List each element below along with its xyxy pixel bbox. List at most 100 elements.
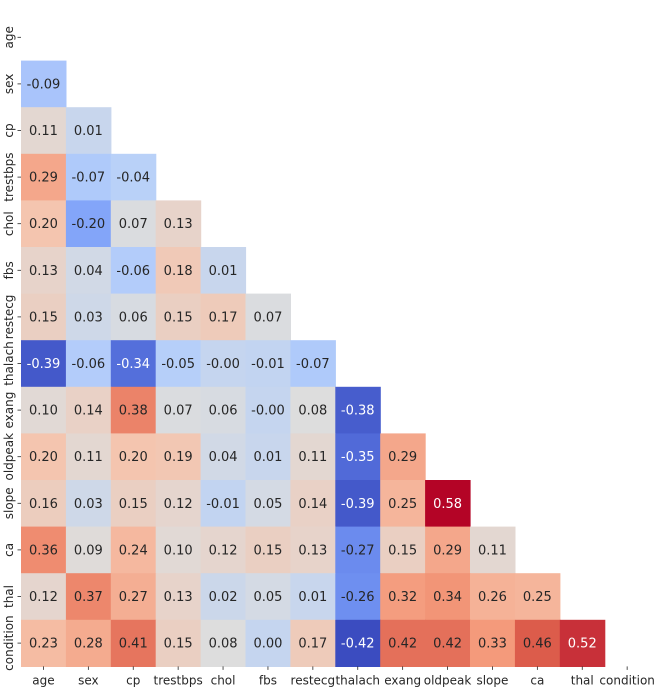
- heatmap-cell-oldpeak-chol: [200, 433, 247, 481]
- heatmap-value-slope-cp: 0.15: [119, 497, 148, 512]
- x-tick-label-exang: exang: [384, 673, 421, 687]
- heatmap-cell-oldpeak-trestbps: [155, 433, 202, 481]
- x-tick-label-oldpeak: oldpeak: [424, 673, 472, 687]
- heatmap-cell-slope-thalach: [335, 480, 381, 528]
- heatmap-value-slope-trestbps: 0.12: [164, 497, 193, 512]
- y-tick-label-cp: cp: [2, 123, 16, 137]
- heatmap-cell-ca-fbs: [245, 526, 291, 574]
- heatmap-cell-trestbps-sex: [65, 153, 112, 201]
- heatmap-cell-exang-restecg: [290, 386, 336, 434]
- heatmap-value-slope-age: 0.16: [29, 497, 58, 512]
- heatmap-cell-restecg-fbs: [245, 293, 291, 341]
- heatmap-cell-oldpeak-exang: [380, 433, 426, 481]
- heatmap-value-exang-restecg: 0.08: [298, 404, 327, 419]
- heatmap-value-ca-restecg: 0.13: [298, 543, 327, 558]
- heatmap-value-fbs-cp: -0.06: [116, 264, 150, 279]
- heatmap-value-trestbps-sex: -0.07: [72, 171, 106, 186]
- heatmap-value-exang-chol: 0.06: [209, 404, 238, 419]
- heatmap-cell-trestbps-cp: [110, 153, 157, 201]
- heatmap-cell-oldpeak-age: [21, 433, 67, 481]
- heatmap-value-condition-slope: 0.33: [478, 637, 507, 652]
- heatmap-value-fbs-trestbps: 0.18: [164, 264, 193, 279]
- heatmap-cell-ca-age: [21, 526, 67, 574]
- heatmap-cell-chol-cp: [110, 200, 157, 248]
- y-tick-label-fbs: fbs: [2, 261, 16, 279]
- heatmap-cell-thal-fbs: [245, 573, 291, 621]
- heatmap-cell-thalach-age: [21, 340, 67, 388]
- heatmap-cell-exang-thalach: [335, 386, 381, 434]
- heatmap-value-restecg-fbs: 0.07: [253, 310, 282, 325]
- heatmap-value-ca-oldpeak: 0.29: [433, 543, 462, 558]
- heatmap-cell-condition-exang: [380, 619, 426, 667]
- heatmap-value-slope-chol: -0.01: [206, 497, 240, 512]
- heatmap-value-oldpeak-age: 0.20: [29, 450, 58, 465]
- heatmap-value-thalach-restecg: -0.07: [296, 357, 330, 372]
- heatmap-cell-ca-exang: [380, 526, 426, 574]
- heatmap-value-slope-restecg: 0.14: [298, 497, 327, 512]
- heatmap-cell-ca-oldpeak: [425, 526, 471, 574]
- heatmap-cell-slope-exang: [380, 480, 426, 528]
- heatmap-value-ca-cp: 0.24: [119, 543, 148, 558]
- x-tick-label-condition: condition: [599, 673, 654, 687]
- heatmap-value-chol-age: 0.20: [29, 217, 58, 232]
- heatmap-value-thal-age: 0.12: [29, 590, 58, 605]
- heatmap-cell-condition-age: [21, 619, 67, 667]
- heatmap-cell-thal-oldpeak: [425, 573, 471, 621]
- heatmap-value-cp-age: 0.11: [29, 124, 58, 139]
- y-tick-label-ca: ca: [2, 543, 16, 557]
- heatmap-value-thalach-chol: -0.00: [206, 357, 240, 372]
- heatmap-cell-thal-trestbps: [155, 573, 202, 621]
- heatmap-value-ca-fbs: 0.15: [253, 543, 282, 558]
- heatmap-cell-slope-fbs: [245, 480, 291, 528]
- heatmap-value-thal-ca: 0.25: [523, 590, 552, 605]
- heatmap-cell-exang-age: [21, 386, 67, 434]
- heatmap-value-thal-sex: 0.37: [74, 590, 103, 605]
- heatmap-value-thal-restecg: 0.01: [298, 590, 327, 605]
- heatmap-value-trestbps-age: 0.29: [29, 171, 58, 186]
- heatmap-cell-condition-thalach: [335, 619, 381, 667]
- heatmap-cell-ca-cp: [110, 526, 157, 574]
- heatmap-value-oldpeak-chol: 0.04: [209, 450, 238, 465]
- y-tick-label-age: age: [2, 26, 16, 48]
- heatmap-value-sex-age: -0.09: [27, 77, 61, 92]
- heatmap-cell-cp-age: [21, 107, 67, 155]
- y-tick-label-thalach: thalach: [2, 341, 16, 386]
- heatmap-cell-ca-thalach: [335, 526, 381, 574]
- heatmap-cell-thalach-fbs: [245, 340, 291, 388]
- heatmap-cell-slope-cp: [110, 480, 157, 528]
- heatmap-value-thal-cp: 0.27: [119, 590, 148, 605]
- x-tick-label-chol: chol: [211, 673, 236, 687]
- heatmap-cell-thal-ca: [514, 573, 561, 621]
- heatmap-value-exang-trestbps: 0.07: [164, 404, 193, 419]
- heatmap-cell-condition-fbs: [245, 619, 291, 667]
- heatmap-cell-thalach-cp: [110, 340, 157, 388]
- heatmap-cell-chol-sex: [65, 200, 112, 248]
- heatmap-value-ca-exang: 0.15: [388, 543, 417, 558]
- heatmap-cell-restecg-cp: [110, 293, 157, 341]
- heatmap-value-condition-thalach: -0.42: [341, 637, 375, 652]
- heatmap-value-thal-fbs: 0.05: [253, 590, 282, 605]
- heatmap-cell-thal-thalach: [335, 573, 381, 621]
- heatmap-value-condition-fbs: 0.00: [253, 637, 282, 652]
- heatmap-value-thalach-cp: -0.34: [116, 357, 150, 372]
- heatmap-cell-restecg-chol: [200, 293, 247, 341]
- y-tick-label-condition: condition: [2, 615, 16, 670]
- heatmap-cell-slope-chol: [200, 480, 247, 528]
- heatmap-value-fbs-chol: 0.01: [209, 264, 238, 279]
- heatmap-cell-slope-age: [21, 480, 67, 528]
- heatmap-cell-ca-trestbps: [155, 526, 202, 574]
- heatmap-value-chol-sex: -0.20: [72, 217, 106, 232]
- heatmap-value-exang-thalach: -0.38: [341, 404, 375, 419]
- heatmap-cell-sex-age: [21, 60, 67, 108]
- heatmap-value-trestbps-cp: -0.04: [116, 171, 150, 186]
- heatmap-value-slope-sex: 0.03: [74, 497, 103, 512]
- heatmap-value-condition-cp: 0.41: [119, 637, 148, 652]
- heatmap-value-thalach-age: -0.39: [27, 357, 61, 372]
- heatmap-value-slope-fbs: 0.05: [253, 497, 282, 512]
- heatmap-value-exang-sex: 0.14: [74, 404, 103, 419]
- heatmap-value-thalach-sex: -0.06: [72, 357, 106, 372]
- heatmap-value-thal-slope: 0.26: [478, 590, 507, 605]
- heatmap-cell-ca-restecg: [290, 526, 336, 574]
- heatmap-cell-ca-slope: [470, 526, 516, 574]
